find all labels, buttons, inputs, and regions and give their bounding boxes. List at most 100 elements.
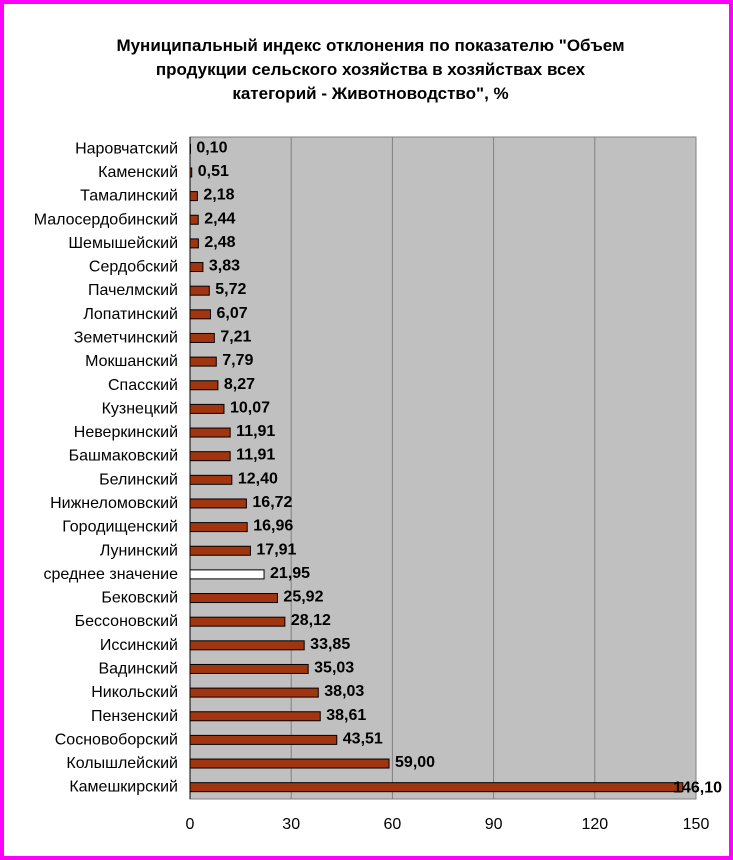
category-label: Городищенский xyxy=(62,519,178,536)
data-label: 12,40 xyxy=(238,470,278,487)
data-label: 11,91 xyxy=(236,447,275,464)
data-label: 146,10 xyxy=(673,780,722,797)
category-label: Спасский xyxy=(108,377,178,394)
plot-area xyxy=(189,136,697,800)
data-label: 35,03 xyxy=(314,659,354,676)
data-label: 38,61 xyxy=(326,707,366,724)
bar xyxy=(189,285,210,296)
category-label: Лунинский xyxy=(100,542,178,559)
data-label: 5,72 xyxy=(215,281,246,298)
bar xyxy=(189,569,265,580)
bar xyxy=(189,214,199,225)
x-tick-label: 0 xyxy=(186,816,195,833)
x-tick-label: 60 xyxy=(384,816,402,833)
category-label: Шемышейский xyxy=(68,235,178,252)
data-label: 16,72 xyxy=(252,494,292,511)
category-label: Пензенский xyxy=(91,708,178,725)
bar xyxy=(189,167,193,178)
category-label: Башмаковский xyxy=(69,448,178,465)
data-label: 21,95 xyxy=(270,565,310,582)
data-label: 38,03 xyxy=(324,683,364,700)
bar xyxy=(189,663,309,674)
data-label: 2,18 xyxy=(203,187,234,204)
category-label: Наровчатский xyxy=(75,140,178,157)
bar xyxy=(189,782,684,793)
data-label: 7,21 xyxy=(220,328,251,345)
data-label: 33,85 xyxy=(310,636,350,653)
x-tick-label: 30 xyxy=(282,816,300,833)
category-label: Лопатинский xyxy=(83,306,178,323)
category-label: Малосердобинский xyxy=(34,211,178,228)
data-label: 43,51 xyxy=(343,730,383,747)
category-label: Камешкирский xyxy=(69,779,178,796)
data-label: 10,07 xyxy=(230,399,270,416)
data-label: 2,44 xyxy=(204,210,235,227)
bar xyxy=(189,734,338,745)
bar xyxy=(189,191,198,202)
category-label: Тамалинский xyxy=(80,188,178,205)
bar xyxy=(189,640,305,651)
category-label: Никольский xyxy=(91,684,178,701)
chart-title-line-3: категорий - Животноводство", % xyxy=(232,84,509,103)
bar xyxy=(189,309,211,320)
x-tick-label: 120 xyxy=(581,816,608,833)
bar xyxy=(189,238,199,249)
bar xyxy=(189,498,247,509)
category-labels: Наровчатский Каменский Тамалинский Малосерд… xyxy=(34,140,178,795)
data-label: 0,51 xyxy=(198,163,229,180)
bar xyxy=(189,711,321,722)
bar xyxy=(189,522,248,533)
category-label: Бековский xyxy=(101,590,178,607)
bar xyxy=(189,380,219,391)
data-label: 2,48 xyxy=(204,234,235,251)
category-label: Нижнеломовский xyxy=(50,495,178,512)
data-label: 17,91 xyxy=(256,541,296,558)
data-label: 25,92 xyxy=(283,589,323,606)
chart-title: Муниципальный индекс отклонения по показ… xyxy=(44,34,697,106)
category-label: Каменский xyxy=(98,164,178,181)
category-label: Сосновоборский xyxy=(55,731,178,748)
x-tick-label: 150 xyxy=(683,816,710,833)
bar xyxy=(189,616,286,627)
x-axis-tick-labels: 0 30 60 90 120 150 xyxy=(186,816,710,833)
data-label: 6,07 xyxy=(216,305,247,322)
x-tick-label: 90 xyxy=(485,816,503,833)
category-label: Сердобский xyxy=(89,259,178,276)
value-labels: 0,10 0,51 2,18 2,44 2,48 3,83 5,72 6,07 7,21 7,79… xyxy=(196,139,722,796)
category-label: среднее значение xyxy=(44,566,179,583)
bar xyxy=(189,356,217,367)
bar xyxy=(189,332,215,343)
data-label: 16,96 xyxy=(253,518,293,535)
category-label: Пачелмский xyxy=(88,282,178,299)
plot-background xyxy=(189,136,697,800)
category-label: Кузнецкий xyxy=(102,400,178,417)
data-label: 3,83 xyxy=(209,258,240,275)
bar xyxy=(189,451,231,462)
category-label: Вадинский xyxy=(98,660,178,677)
category-label: Мокшанский xyxy=(85,353,178,370)
category-label: Белинский xyxy=(99,471,178,488)
category-label: Колышлейский xyxy=(66,755,178,772)
data-label: 0,10 xyxy=(196,139,227,156)
bar xyxy=(189,262,204,273)
bars xyxy=(189,143,684,793)
category-label: Земетчинский xyxy=(74,329,178,346)
category-label: Иссинский xyxy=(100,637,178,654)
bar xyxy=(189,143,191,154)
bar xyxy=(189,687,319,698)
data-label: 7,79 xyxy=(222,352,253,369)
chart-title-line-1: Муниципальный индекс отклонения по показ… xyxy=(116,36,625,55)
bar xyxy=(189,427,231,438)
chart-title-line-2: продукции сельского хозяйства в хозяйств… xyxy=(155,60,586,79)
data-label: 59,00 xyxy=(395,754,435,771)
data-label: 28,12 xyxy=(291,612,331,629)
bar xyxy=(189,758,390,769)
bar xyxy=(189,545,251,556)
bar xyxy=(189,593,278,604)
bar xyxy=(189,403,225,414)
bar xyxy=(189,474,233,485)
category-label: Неверкинский xyxy=(74,424,178,441)
data-label: 11,91 xyxy=(236,423,275,440)
category-label: Бессоновский xyxy=(75,613,178,630)
